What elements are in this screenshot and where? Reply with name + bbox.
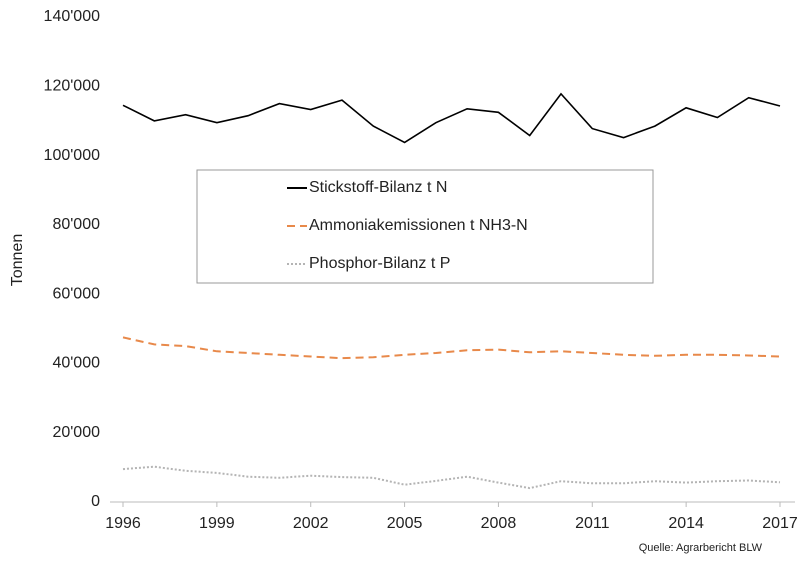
x-tick-label: 2011 <box>575 515 610 532</box>
series-line <box>122 336 781 360</box>
x-tick-label: 1999 <box>199 515 235 532</box>
y-tick-label: 120'000 <box>44 78 101 95</box>
x-tick-label: 2005 <box>387 515 423 532</box>
y-tick-label: 40'000 <box>52 355 100 372</box>
y-tick-label: 80'000 <box>52 216 100 233</box>
series-line <box>122 92 781 144</box>
x-tick-label: 2008 <box>481 515 517 532</box>
y-tick-label: 140'000 <box>44 8 101 25</box>
legend-label: Stickstoff-Bilanz t N <box>309 179 447 196</box>
y-axis-label: Tonnen <box>9 234 26 287</box>
x-tick-label: 2017 <box>762 515 798 532</box>
series-line <box>122 465 781 490</box>
y-tick-label: 20'000 <box>52 424 100 441</box>
y-tick-label: 100'000 <box>44 147 101 164</box>
source: Quelle: Agrarbericht BLW <box>639 542 763 554</box>
y-tick-label: 0 <box>91 493 100 510</box>
legend-box <box>196 169 654 284</box>
legend-label: Ammoniakemissionen t NH3-N <box>309 217 528 234</box>
legend-label: Phosphor-Bilanz t P <box>309 255 450 272</box>
x-tick-label: 1996 <box>105 515 141 532</box>
x-tick-label: 2014 <box>668 515 704 532</box>
x-tick-label: 2002 <box>293 515 329 532</box>
y-tick-label: 60'000 <box>52 285 100 302</box>
